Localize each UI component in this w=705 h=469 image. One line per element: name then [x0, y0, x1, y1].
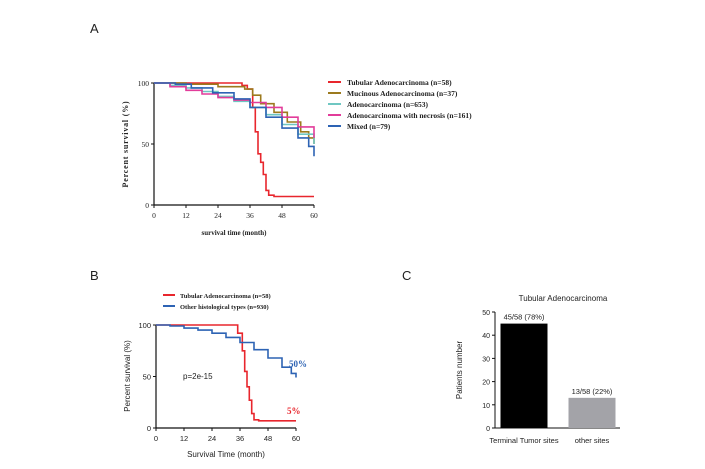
y-tick-label-30: 30: [482, 356, 490, 363]
legend-label-other-histological-types-n-930: Other histological types (n=930): [180, 304, 269, 311]
category-label-terminal-tumor-sites: Terminal Tumor sites: [489, 436, 558, 445]
panel-c-bars: 45/58 (78%) Terminal Tumor sites 13/58 (22…: [489, 313, 616, 445]
panel-a-letter: A: [90, 21, 99, 36]
series-line-tubular-adenocarcinoma-n-58: [154, 82, 314, 198]
bar-value-label-terminal-tumor-sites: 45/58 (78%): [504, 313, 545, 322]
panel-b: B Tubular Adenocarcinoma (n=58) Other his…: [90, 268, 307, 459]
panel-b-letter: B: [90, 268, 99, 283]
legend-label-adenocarcinoma-n-653: Adenocarcinoma (n=653): [347, 100, 429, 109]
panel-b-p-value: p=2e-15: [183, 372, 213, 381]
y-tick-label-50: 50: [482, 310, 490, 317]
x-tick-label-60: 60: [292, 434, 300, 443]
panel-b-x-axis-label: Survival Time (month): [187, 450, 265, 459]
bar-value-label-other-sites: 13/58 (22%): [572, 387, 613, 396]
category-label-other-sites: other sites: [575, 436, 610, 445]
panel-a-x-axis-label: survival time (month): [202, 229, 268, 237]
panel-c-plot: 0 10 20 30 40 50 45/58 (78%) Terminal Tumor si…: [482, 310, 620, 445]
bar-terminal-tumor-sites: [500, 323, 548, 428]
x-tick-label-48: 48: [278, 211, 286, 220]
panel-a-x-ticks: 0 12 24 36 48 60: [152, 205, 318, 220]
legend-label-tubular-adenocarcinoma-n-58: Tubular Adenocarcinoma (n=58): [180, 293, 271, 300]
panel-b-blue-end-label: 50%: [289, 359, 307, 369]
panel-b-red-end-label: 5%: [287, 406, 301, 416]
x-tick-label-48: 48: [264, 434, 272, 443]
y-tick-label-10: 10: [482, 403, 490, 410]
panel-b-legend: Tubular Adenocarcinoma (n=58) Other histo…: [163, 293, 271, 311]
y-tick-label-40: 40: [482, 333, 490, 340]
x-tick-label-12: 12: [180, 434, 188, 443]
y-tick-label-100: 100: [138, 321, 151, 330]
panel-c-title: Tubular Adenocarcinoma: [519, 294, 608, 303]
panel-a-plot: 0 50 100 0 12 24 36 48 60: [138, 79, 318, 220]
panel-b-y-ticks: 0 50 100: [138, 321, 156, 433]
series-line-tubular-adenocarcinoma-n-58: [156, 324, 296, 422]
series-line-mucinous-adenocarcinoma-n-37: [154, 82, 315, 144]
panel-b-x-ticks: 0 12 24 36 48 60: [154, 428, 300, 443]
panel-a-y-axis-label: Percent survival (%): [121, 101, 130, 188]
series-line-other-histological-types-n-930: [156, 324, 297, 378]
legend-label-mixed-n-79: Mixed (n=79): [347, 122, 391, 131]
panel-b-y-axis-label: Percent survival (%): [123, 340, 132, 412]
x-tick-label-60: 60: [310, 211, 318, 220]
legend-label-adenocarcinoma-with-necrosis-n-161: Adenocarcinoma with necrosis (n=161): [347, 111, 472, 120]
y-tick-label-50: 50: [142, 140, 150, 149]
y-tick-label-0: 0: [147, 424, 151, 433]
y-tick-label-50: 50: [143, 373, 151, 382]
x-tick-label-36: 36: [236, 434, 244, 443]
panel-a-series-lines: [154, 82, 315, 198]
panel-a: A 0 50 100 0 12 24 36 48 60 Percent survival (%…: [90, 21, 472, 237]
series-line-adenocarcinoma-with-necrosis-n-161: [154, 82, 315, 138]
legend-label-tubular-adenocarcinoma-n-58: Tubular Adenocarcinoma (n=58): [347, 78, 452, 87]
y-tick-label-0: 0: [145, 201, 149, 210]
x-tick-label-24: 24: [214, 211, 222, 220]
panel-b-series-lines: [156, 324, 297, 422]
bar-other-sites: [568, 397, 616, 428]
panel-c-letter: C: [402, 268, 411, 283]
y-tick-label-100: 100: [138, 79, 150, 88]
panel-a-legend: Tubular Adenocarcinoma (n=58) Mucinous Ad…: [328, 78, 472, 131]
x-tick-label-0: 0: [154, 434, 158, 443]
panel-a-y-ticks: 0 50 100: [138, 79, 154, 210]
x-tick-label-0: 0: [152, 211, 156, 220]
x-tick-label-36: 36: [246, 211, 254, 220]
panel-c-y-axis-label: Patients number: [455, 341, 464, 400]
y-tick-label-0: 0: [486, 426, 490, 433]
x-tick-label-24: 24: [208, 434, 216, 443]
panel-c-y-ticks: 0 10 20 30 40 50: [482, 310, 495, 433]
panel-c: C Tubular Adenocarcinoma 0 10 20 30 40 50 45/…: [402, 268, 620, 445]
legend-label-mucinous-adenocarcinoma-n-37: Mucinous Adenocarcinoma (n=37): [347, 89, 458, 98]
x-tick-label-12: 12: [182, 211, 190, 220]
series-line-mixed-n-79: [154, 82, 315, 157]
panel-b-plot: 0 50 100 0 12 24 36 48 60: [138, 321, 300, 443]
y-tick-label-20: 20: [482, 380, 490, 387]
